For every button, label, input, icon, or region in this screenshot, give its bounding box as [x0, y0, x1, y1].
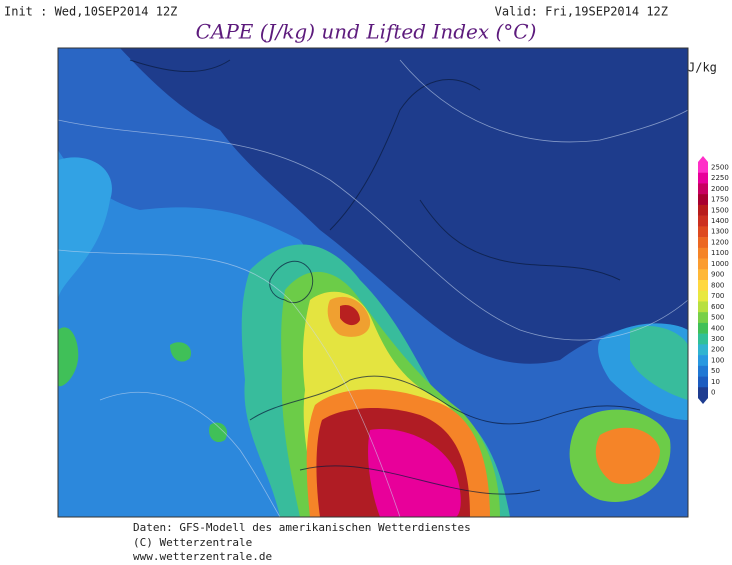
colorbar-swatch	[698, 172, 708, 184]
colorbar-swatch	[698, 376, 708, 388]
map	[58, 48, 688, 517]
valid-time: Valid: Fri,19SEP2014 12Z	[495, 5, 668, 19]
colorbar-label: 10	[711, 378, 720, 386]
colorbar-swatch	[698, 194, 708, 206]
colorbar-swatch	[698, 215, 708, 227]
colorbar-swatch	[698, 269, 708, 281]
colorbar-swatch	[698, 333, 708, 345]
colorbar-swatch	[698, 280, 708, 292]
colorbar-tip	[698, 156, 708, 162]
colorbar-swatch	[698, 183, 708, 195]
colorbar-label: 1500	[711, 206, 729, 214]
unit-label: J/kg	[688, 61, 717, 75]
colorbar-tip	[698, 398, 708, 404]
colorbar-label: 1400	[711, 217, 729, 225]
colorbar-label: 700	[711, 292, 724, 300]
colorbar-swatch	[698, 258, 708, 270]
colorbar-label: 900	[711, 271, 724, 279]
colorbar-swatch	[698, 322, 708, 334]
colorbar-label: 1000	[711, 260, 729, 268]
colorbar-swatch	[698, 312, 708, 324]
colorbar-swatch	[698, 344, 708, 356]
colorbar-swatch	[698, 204, 708, 216]
colorbar-label: 1200	[711, 238, 729, 246]
map-frame	[57, 47, 689, 518]
init-time: Init : Wed,10SEP2014 12Z	[4, 5, 177, 19]
colorbar-swatch	[698, 355, 708, 367]
colorbar-label: 0	[711, 389, 715, 397]
colorbar-label: 400	[711, 324, 724, 332]
colorbar-label: 2500	[711, 163, 729, 171]
colorbar-label: 100	[711, 356, 724, 364]
footer-line: www.wetterzentrale.de	[133, 550, 272, 563]
colorbar-swatch	[698, 301, 708, 313]
colorbar-label: 200	[711, 346, 724, 354]
colorbar-swatch	[698, 237, 708, 249]
colorbar-label: 50	[711, 367, 720, 375]
colorbar-label: 2000	[711, 185, 729, 193]
map-title: CAPE (J/kg) und Lifted Index (°C)	[196, 20, 537, 44]
colorbar-swatch	[698, 365, 708, 377]
colorbar-swatch	[698, 226, 708, 238]
colorbar-label: 2250	[711, 174, 729, 182]
footer-line: Daten: GFS-Modell des amerikanischen Wet…	[133, 521, 471, 534]
colorbar-label: 300	[711, 335, 724, 343]
colorbar-swatch	[698, 387, 708, 399]
colorbar-label: 800	[711, 281, 724, 289]
colorbar-label: 1100	[711, 249, 729, 257]
colorbar-label: 1750	[711, 196, 729, 204]
colorbar-label: 500	[711, 314, 724, 322]
colorbar-swatch	[698, 247, 708, 259]
colorbar-swatch	[698, 290, 708, 302]
colorbar-label: 600	[711, 303, 724, 311]
footer-line: (C) Wetterzentrale	[133, 536, 252, 549]
colorbar: 2500225020001750150014001300120011001000…	[698, 156, 729, 404]
colorbar-swatch	[698, 162, 708, 174]
colorbar-label: 1300	[711, 228, 729, 236]
